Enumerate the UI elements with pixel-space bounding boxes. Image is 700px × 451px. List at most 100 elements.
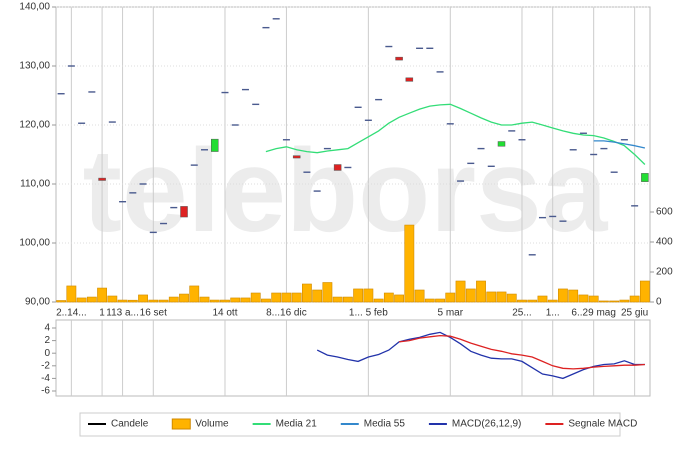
volume-bar [465, 288, 476, 303]
y-tick-label: 4 [44, 323, 50, 334]
y-tick-label: -2 [41, 360, 50, 371]
volume-bar [394, 294, 404, 303]
candle [180, 206, 188, 218]
volume-bar [179, 293, 189, 303]
legend-label: Volume [195, 419, 229, 430]
volume-bar [240, 297, 251, 303]
volume-bar [220, 299, 230, 303]
volume-bar [302, 283, 312, 303]
candle [292, 155, 301, 159]
volume-bar [558, 288, 568, 303]
volume-bar [588, 295, 599, 303]
volume-bar [230, 297, 241, 303]
x-tick-label: 1... [546, 308, 560, 319]
volume-bar [486, 291, 497, 303]
volume-bar [332, 296, 343, 303]
x-tick-label: 113 a... [106, 308, 139, 319]
candle [333, 164, 342, 171]
volume-bar [271, 292, 282, 303]
candle [98, 177, 106, 181]
x-tick-label: 8...16 dic [266, 308, 307, 319]
volume-bar [599, 300, 609, 303]
volume-bar [117, 299, 128, 303]
watermark: teleborsa [83, 125, 609, 257]
volume-bar [424, 298, 435, 303]
volume-bar [86, 296, 97, 303]
legend-label: Media 55 [364, 419, 406, 430]
volume-bar [97, 287, 107, 303]
volume-bar [383, 292, 394, 303]
x-tick-label: 1... 5 feb [349, 308, 388, 319]
series-line [265, 103, 646, 165]
volume-bar [261, 298, 271, 303]
volume-bar [445, 292, 456, 303]
volume-bar [148, 299, 159, 303]
y-tick-label: 2 [44, 335, 50, 346]
y2-tick-label: 200 [656, 267, 673, 278]
macd-frame [55, 319, 651, 397]
volume-bar [199, 296, 210, 303]
volume-bar [435, 298, 445, 303]
y-tick-label: 140,00 [19, 2, 50, 13]
y-tick-label: 100,00 [19, 238, 50, 249]
volume-bar [189, 285, 200, 303]
y-tick-label: 130,00 [19, 61, 50, 72]
y2-tick-label: 400 [656, 237, 673, 248]
series-line [316, 331, 645, 380]
candle [210, 138, 219, 152]
candle [395, 56, 403, 61]
y-tick-label: 110,00 [20, 179, 50, 190]
volume-bar [373, 298, 384, 303]
volume-bar [281, 292, 292, 303]
candle [497, 141, 506, 147]
volume-bar [66, 285, 77, 303]
volume-bar [322, 282, 333, 303]
volume-bar [56, 300, 67, 303]
candle [641, 173, 649, 182]
y-tick-label: 120,00 [19, 120, 50, 131]
volume-bar [404, 224, 415, 303]
x-tick-label: 16 set [140, 308, 167, 319]
x-tick-label: 14 ott [212, 308, 237, 319]
volume-bar [353, 288, 364, 303]
x-tick-label: 6..29 mag [571, 308, 615, 319]
volume-bar [168, 296, 179, 303]
y2-tick-label: 0 [656, 297, 662, 308]
volume-bar [127, 299, 138, 303]
legend-label: Media 21 [276, 419, 318, 430]
series-line [593, 140, 646, 149]
volume-bar [578, 294, 589, 303]
x-tick-label: 2..14... [56, 308, 87, 319]
volume-bar [547, 299, 558, 303]
volume-bar [476, 280, 486, 303]
legend-label: Candele [111, 419, 149, 430]
volume-bar [455, 280, 466, 303]
y-tick-label: 90,00 [25, 297, 50, 308]
volume-bar [506, 293, 517, 303]
legend-label: MACD(26,12,9) [452, 419, 521, 430]
volume-bar [609, 300, 620, 303]
series-line [399, 334, 645, 370]
volume-bar [107, 295, 118, 303]
x-tick-label: 5 mar [438, 308, 464, 319]
volume-bar [527, 299, 538, 303]
volume-bar [138, 294, 148, 303]
volume-bar [291, 292, 302, 303]
legend-label: Segnale MACD [568, 419, 637, 430]
y2-tick-label: 600 [656, 207, 673, 218]
volume-bar [629, 295, 640, 303]
volume-bar [312, 289, 323, 303]
volume-bar [363, 288, 374, 303]
y-tick-label: 0 [44, 348, 50, 359]
volume-bar [209, 299, 220, 303]
volume-bar [537, 295, 548, 303]
volume-bar [414, 289, 425, 303]
volume-bar [619, 299, 630, 303]
y-tick-label: -6 [41, 386, 50, 397]
volume-bar [639, 280, 650, 303]
x-tick-label: 25... [512, 308, 531, 319]
candle [405, 77, 414, 82]
volume-bar [496, 291, 507, 303]
volume-bar [342, 296, 353, 303]
